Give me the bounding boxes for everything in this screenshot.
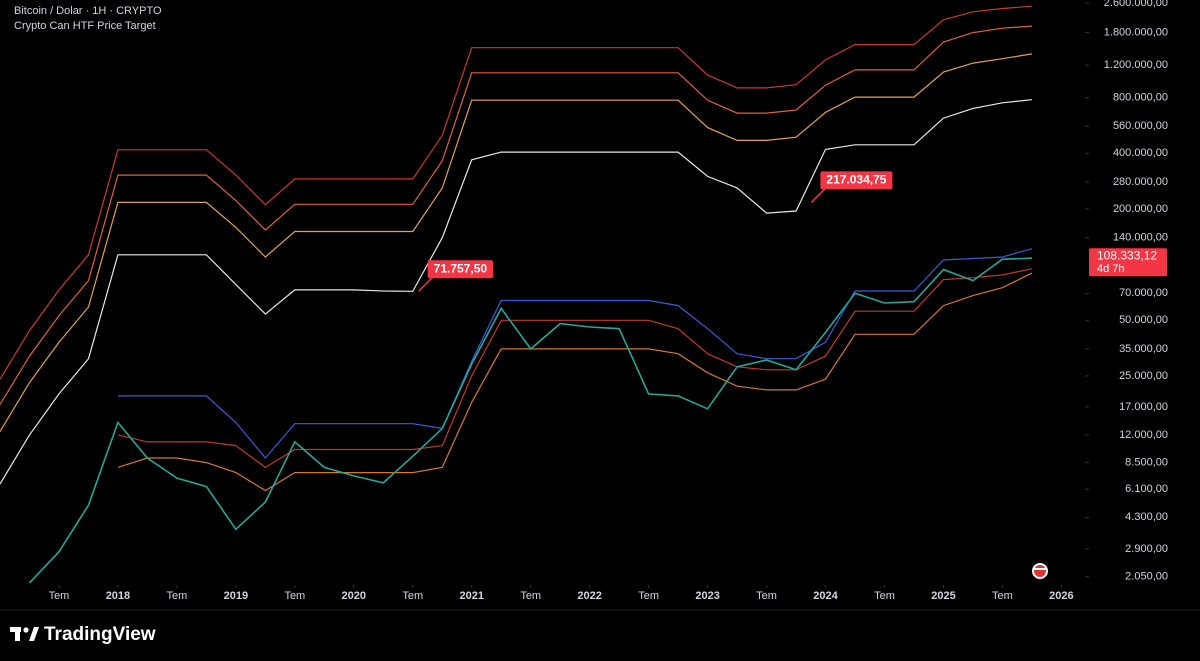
annotation-pointer: [810, 187, 826, 203]
brand: TradingView: [44, 624, 156, 645]
y-tick-label: 8.500,00: [1125, 456, 1168, 468]
series-line: [117, 268, 1033, 469]
x-tick-label: Tem: [402, 590, 423, 602]
y-tick-label: 400.000,00: [1113, 147, 1168, 159]
x-tick-label: Tem: [756, 590, 777, 602]
series-line: [117, 248, 1033, 459]
x-tick-label: 2024: [813, 590, 838, 602]
x-tick-label: 2020: [342, 590, 366, 602]
price-countdown: 4d 7h: [1097, 263, 1125, 275]
price-badge: [1089, 248, 1167, 277]
x-tick-label: Tem: [992, 590, 1013, 602]
y-tick-label: 140.000,00: [1113, 232, 1168, 244]
y-tick-label: 280.000,00: [1113, 176, 1168, 188]
annotation: 217.034,75: [810, 171, 893, 203]
y-tick-label: 800.000,00: [1113, 92, 1168, 104]
y-tick-label: 70.000,00: [1119, 287, 1168, 299]
x-tick-label: 2023: [695, 590, 719, 602]
x-tick-label: 2019: [224, 590, 248, 602]
x-tick-label: Tem: [874, 590, 895, 602]
x-tick-label: 2021: [459, 590, 483, 602]
series-line: [0, 53, 1032, 432]
annotation-box: [820, 171, 893, 190]
y-tick-label: 1.800.000,00: [1104, 26, 1168, 38]
y-tick-label: 1.200.000,00: [1104, 59, 1168, 71]
x-tick-label: 2018: [106, 590, 130, 602]
x-tick-label: Tem: [49, 590, 70, 602]
annotation-box: [427, 260, 494, 279]
series-line: [117, 272, 1033, 492]
y-tick-label: 200.000,00: [1113, 203, 1168, 215]
y-tick-label: 12.000,00: [1119, 429, 1168, 441]
y-tick-label: 2.600.000,00: [1104, 0, 1168, 9]
annotation: 71.757,50: [418, 260, 494, 292]
y-tick-label: 4.300,00: [1125, 511, 1168, 523]
y-tick-label: 2.900,00: [1125, 543, 1168, 555]
price-label: 108.333,12: [1097, 248, 1157, 262]
y-tick-label: 6.100,00: [1125, 483, 1168, 495]
logo-stem: [15, 627, 20, 641]
x-tick-label: 2026: [1049, 590, 1073, 602]
annotation-label: 217.034,75: [826, 173, 886, 187]
y-tick-label: 50.000,00: [1119, 314, 1168, 326]
x-tick-label: 2025: [931, 590, 955, 602]
flag-inner: [1034, 565, 1046, 577]
y-tick-label: 2.050,00: [1125, 571, 1168, 583]
y-tick-label: 560.000,00: [1113, 120, 1168, 132]
x-tick-label: Tem: [284, 590, 305, 602]
logo: [10, 627, 39, 641]
series-line: [28, 257, 1032, 584]
chart-subtitle: Crypto Can HTF Price Target: [14, 20, 156, 32]
x-tick-label: Tem: [167, 590, 188, 602]
annotation-pointer: [418, 276, 434, 292]
logo-slash: [29, 627, 39, 641]
x-tick-label: Tem: [520, 590, 541, 602]
series-line: [0, 99, 1032, 485]
series-line: [0, 25, 1032, 405]
y-tick-label: 35.000,00: [1119, 343, 1168, 355]
x-tick-label: Tem: [638, 590, 659, 602]
x-tick-label: 2022: [577, 590, 601, 602]
flag-icon: [1032, 563, 1048, 579]
series-line: [0, 5, 1032, 380]
y-tick-label: 25.000,00: [1119, 370, 1168, 382]
logo-dot: [23, 627, 29, 633]
annotation-label: 71.757,50: [434, 261, 488, 275]
flag-stripe: [1034, 568, 1046, 570]
chart-title: Bitcoin / Dolar · 1H · CRYPTO: [14, 5, 162, 17]
y-tick-label: 17.000,00: [1119, 401, 1168, 413]
